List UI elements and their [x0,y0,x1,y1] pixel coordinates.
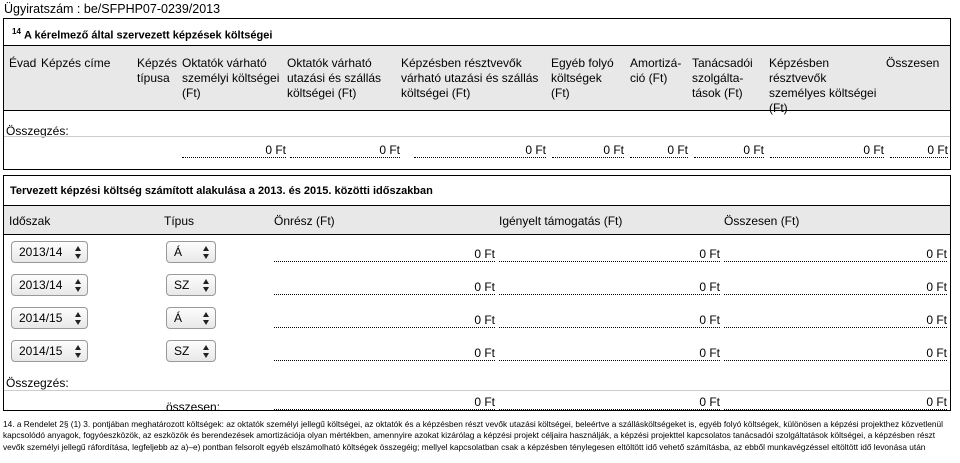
support-value: 0 Ft [499,248,720,262]
total-value: 0 Ft [724,347,947,361]
plan-table-title: Tervezett képzési költség számított alak… [10,185,433,197]
total-own: 0 Ft [274,396,495,410]
sum-consulting: 0 Ft [694,144,764,158]
col-participant-travel: Képzésben résztvevők várható utazási és … [401,56,539,100]
total-value: 0 Ft [724,281,947,295]
costs-summary-label: Összegzés: [6,124,69,138]
col-consulting: Tanácsadói szolgálta-tások (Ft) [692,56,753,100]
type-select[interactable]: SZ [166,340,216,362]
up-down-arrows-icon [75,246,82,259]
own-value: 0 Ft [274,347,495,361]
footnote: 14. a Rendelet 2§ (1) 3. pontjában megha… [3,419,943,452]
own-value: 0 Ft [274,248,495,262]
sum-participant-personal: 0 Ft [770,144,884,158]
col-participant-personal: Képzésben résztvevők személyes költségei… [769,56,877,115]
period-value: 2014/15 [19,344,63,358]
total-support: 0 Ft [499,396,720,410]
period-select[interactable]: 2014/15 [11,307,88,329]
type-value: Á [174,311,183,325]
plan-table: Tervezett képzési költség számított alak… [3,175,951,414]
col-period: Időszak [9,214,51,228]
type-select[interactable]: SZ [166,274,216,296]
up-down-arrows-icon [203,345,210,358]
period-value: 2013/14 [19,278,63,292]
up-down-arrows-icon [75,345,82,358]
sum-amortization: 0 Ft [630,144,688,158]
sum-other-costs: 0 Ft [552,144,624,158]
own-value: 0 Ft [274,281,495,295]
plan-total-label: összesen: [166,400,221,414]
sum-teacher-travel: 0 Ft [290,144,400,158]
col-plan-total: Összesen (Ft) [724,214,800,228]
own-value: 0 Ft [274,314,495,328]
type-value: SZ [174,344,190,358]
support-value: 0 Ft [499,314,720,328]
period-value: 2014/15 [19,311,63,325]
type-value: SZ [174,278,190,292]
total-total: 0 Ft [724,396,947,410]
col-amortization: Amortizá-ció (Ft) [630,56,682,85]
total-value: 0 Ft [724,314,947,328]
col-own: Önrész (Ft) [274,214,335,228]
costs-table-title-text: A kérelmező által szervezett képzések kö… [23,29,273,42]
costs-summary: Összegzés: 0 Ft 0 Ft 0 Ft 0 Ft 0 Ft 0 Ft… [3,111,951,170]
period-select[interactable]: 2014/15 [11,340,88,362]
col-teacher-travel: Oktatók várható utazási és szállás költs… [287,56,382,100]
period-select[interactable]: 2013/14 [11,274,88,296]
registration-number: Ügyiratszám : be/SFPHP07-0239/2013 [4,2,221,16]
up-down-arrows-icon [75,279,82,292]
up-down-arrows-icon [75,312,82,325]
period-value: 2013/14 [19,245,63,259]
costs-table-title: 14 A kérelmező által szervezett képzések… [3,18,951,45]
total-value: 0 Ft [724,248,947,262]
up-down-arrows-icon [203,246,210,259]
type-value: Á [174,245,183,259]
up-down-arrows-icon [203,279,210,292]
support-value: 0 Ft [499,347,720,361]
support-value: 0 Ft [499,281,720,295]
col-support: Igényelt támogatás (Ft) [499,214,623,228]
col-type: Képzés típusa [137,56,178,85]
up-down-arrows-icon [203,312,210,325]
type-select[interactable]: Á [166,241,216,263]
col-other-costs: Egyéb folyó költségek (Ft) [551,56,614,100]
col-title: Képzés címe [41,56,111,70]
footnote-ref: 14 [12,27,21,36]
sum-participant-travel: 0 Ft [414,144,546,158]
sum-teacher-personal: 0 Ft [182,144,286,158]
plan-table-header: Időszak Típus Önrész (Ft) Igényelt támog… [4,205,950,235]
sum-total: 0 Ft [890,144,948,158]
col-teacher-personal: Oktatók várható személyi költségei (Ft) [182,56,280,100]
period-select[interactable]: 2013/14 [11,241,88,263]
costs-table-header: Évad Képzés címe Képzés típusa Oktatók v… [3,45,951,115]
type-select[interactable]: Á [166,307,216,329]
col-total: Összesen [886,56,940,70]
col-season: Évad [9,56,37,70]
col-plan-type: Típus [164,214,195,228]
plan-summary-label: Összegzés: [6,376,69,390]
